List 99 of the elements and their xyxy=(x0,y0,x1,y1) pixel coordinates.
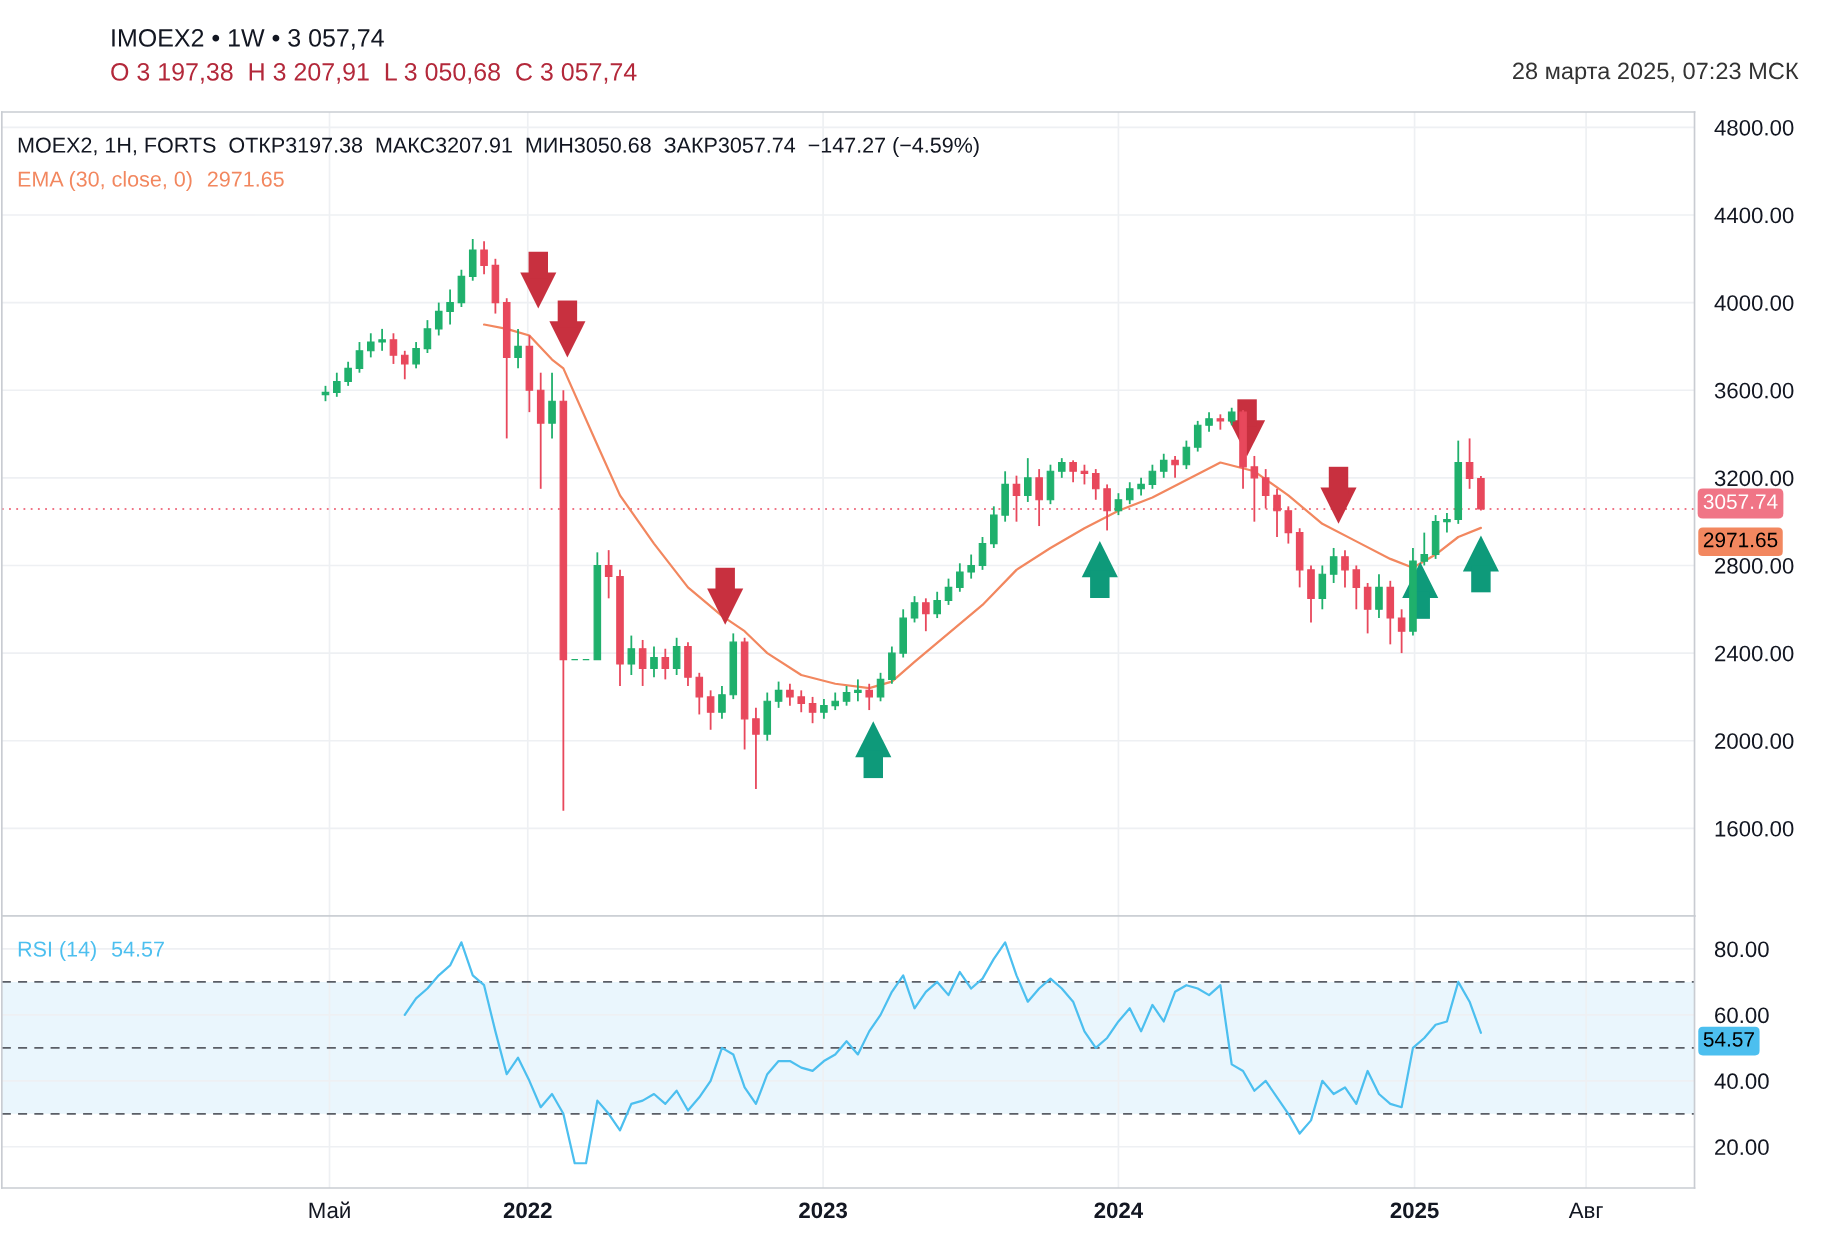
candlestick xyxy=(1273,487,1281,538)
candlestick xyxy=(389,332,398,365)
candlestick xyxy=(1182,439,1191,470)
y-tick-label: 20.00 xyxy=(1715,1139,1769,1156)
candlestick xyxy=(1159,452,1168,479)
candlestick xyxy=(548,371,556,440)
candlestick xyxy=(944,577,953,606)
candlestick xyxy=(1261,468,1270,510)
candlestick xyxy=(1057,457,1066,479)
candlestick xyxy=(1420,531,1429,567)
x-tick-label: Авг xyxy=(1568,1202,1603,1218)
candlestick xyxy=(1341,549,1349,589)
y-tick-label: 3600.00 xyxy=(1714,382,1794,399)
candlestick xyxy=(956,562,964,593)
candlestick xyxy=(650,645,658,679)
candlestick xyxy=(1024,457,1032,503)
chart-title: IMOEX2 • 1W • 3 057,74 xyxy=(112,29,384,50)
candlestick xyxy=(706,689,715,731)
candlestick xyxy=(808,696,817,725)
candlestick xyxy=(366,332,375,359)
y-tick-label: 2400.00 xyxy=(1715,645,1794,662)
y-tick-label: 40.00 xyxy=(1714,1073,1769,1090)
candlestick xyxy=(638,639,647,687)
candlestick xyxy=(1114,492,1123,517)
line-series xyxy=(403,941,1483,1165)
annotation: MOEX2, 1H, FORTS ОТКР3197.38 МАКС3207.91 МИН3050.68 ЗАКР3057.74 −147.27 (−4.59%) xyxy=(18,136,979,158)
candlestick xyxy=(1103,483,1111,532)
x-tick-label: 2025 xyxy=(1390,1202,1439,1219)
candlestick xyxy=(718,685,726,720)
candlestick xyxy=(480,240,488,276)
y-tick-label: 2000.00 xyxy=(1715,733,1794,749)
candlestick xyxy=(820,698,828,720)
y-tick-label: 2800.00 xyxy=(1715,558,1794,574)
candlestick xyxy=(1443,512,1451,534)
y-tick-label: 4800.00 xyxy=(1714,119,1794,136)
candlestick xyxy=(933,590,941,619)
candlestick xyxy=(412,341,420,370)
x-tick-label: 2023 xyxy=(799,1202,848,1219)
candlestick xyxy=(1363,582,1372,635)
candlestick xyxy=(672,636,681,676)
text: 54.57 xyxy=(1703,1032,1754,1047)
ref-line-label: 3057.74 xyxy=(1703,494,1778,510)
candlestick xyxy=(423,319,432,354)
candlestick xyxy=(1193,419,1202,453)
candlestick xyxy=(1205,411,1213,433)
candlestick xyxy=(1352,564,1361,611)
x-tick-label: Май xyxy=(309,1201,350,1219)
text: 28 марта 2025, 07:23 МСК xyxy=(1513,62,1799,84)
candlestick xyxy=(1375,573,1383,619)
candlestick xyxy=(752,706,760,790)
text: EMA (30, close, 0) xyxy=(18,170,192,192)
candlestick xyxy=(627,634,636,676)
annotation: 54.57 xyxy=(111,941,164,957)
x-tick-label: 2022 xyxy=(503,1202,552,1219)
y-tick-label: 4400.00 xyxy=(1714,207,1794,224)
candlestick xyxy=(434,301,443,337)
candlestick xyxy=(400,349,409,381)
candlestick xyxy=(1125,481,1134,506)
candlestick xyxy=(865,682,874,711)
x-tick-label: 2024 xyxy=(1094,1202,1144,1219)
candlestick xyxy=(378,327,386,352)
candlestick xyxy=(797,689,806,714)
candlestick xyxy=(344,360,352,387)
candlestick xyxy=(967,553,975,580)
y-tick-label: 4000.00 xyxy=(1714,295,1794,311)
candlestick xyxy=(774,680,783,709)
candlestick xyxy=(1465,437,1474,490)
candlestick xyxy=(1329,547,1338,584)
candlestick xyxy=(1091,468,1100,501)
candlestick xyxy=(446,288,454,326)
annotation: 2971.65 xyxy=(207,171,284,187)
chart-subtitle: O 3 197,38 H 3 207,91 L 3 050,68 C 3 057,74 xyxy=(111,63,637,84)
y-tick-label: 3200.00 xyxy=(1714,470,1794,487)
candlestick xyxy=(1035,468,1043,527)
candlestick xyxy=(922,597,930,633)
candlestick xyxy=(1250,455,1259,523)
text: 2971.65 xyxy=(1703,532,1778,548)
candlestick xyxy=(1069,459,1077,484)
candlestick xyxy=(1012,474,1021,523)
candlestick xyxy=(978,536,987,571)
candlestick xyxy=(876,671,885,703)
candlestick xyxy=(355,341,364,374)
candlestick xyxy=(695,671,704,716)
candlestick xyxy=(854,678,862,703)
y-tick-label: 60.00 xyxy=(1715,1007,1769,1024)
candlestick xyxy=(1397,608,1406,655)
candlestick xyxy=(1284,505,1293,545)
candlestick xyxy=(604,549,613,600)
candlestick xyxy=(661,647,670,681)
candlestick xyxy=(910,595,919,624)
candlestick xyxy=(786,682,794,707)
candlestick xyxy=(1171,455,1179,479)
candlestick xyxy=(333,371,341,398)
candlestick xyxy=(842,685,851,707)
text: RSI (14) xyxy=(18,940,96,961)
candlestick xyxy=(1148,463,1157,490)
y-tick-label: 1600.00 xyxy=(1715,820,1794,837)
candlestick xyxy=(514,327,522,370)
y-tick-label: 80.00 xyxy=(1714,941,1769,958)
